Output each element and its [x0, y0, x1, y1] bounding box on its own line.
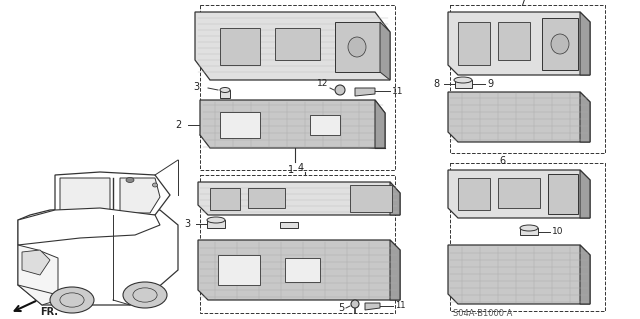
Polygon shape — [198, 240, 400, 300]
Text: S04A-B1000 A: S04A-B1000 A — [453, 308, 513, 317]
Polygon shape — [458, 22, 490, 65]
Polygon shape — [380, 22, 390, 80]
Bar — [450, 5, 605, 153]
Ellipse shape — [454, 77, 472, 83]
Polygon shape — [542, 18, 578, 70]
Ellipse shape — [520, 225, 538, 231]
Text: 7: 7 — [519, 0, 525, 8]
Polygon shape — [220, 90, 230, 98]
Ellipse shape — [50, 287, 94, 313]
Text: 4: 4 — [298, 163, 304, 173]
Text: 3: 3 — [193, 82, 199, 92]
Text: 8: 8 — [434, 79, 440, 89]
Ellipse shape — [207, 217, 225, 223]
Text: 5: 5 — [338, 303, 344, 313]
Polygon shape — [280, 222, 298, 228]
Polygon shape — [448, 92, 590, 142]
Text: 6: 6 — [499, 156, 505, 166]
Text: 3: 3 — [184, 219, 190, 229]
Polygon shape — [335, 22, 380, 72]
Ellipse shape — [152, 183, 157, 187]
Polygon shape — [60, 178, 110, 218]
Polygon shape — [458, 178, 490, 210]
Polygon shape — [285, 258, 320, 282]
Polygon shape — [580, 245, 590, 304]
Text: 12: 12 — [317, 79, 328, 88]
Polygon shape — [220, 28, 260, 65]
Polygon shape — [22, 250, 50, 275]
Polygon shape — [498, 178, 540, 208]
Ellipse shape — [348, 37, 366, 57]
Polygon shape — [498, 22, 530, 60]
Text: 10: 10 — [552, 227, 563, 236]
Polygon shape — [548, 174, 578, 214]
Polygon shape — [210, 188, 240, 210]
Polygon shape — [248, 188, 285, 208]
Bar — [200, 5, 395, 170]
Text: 11: 11 — [392, 86, 403, 95]
Ellipse shape — [335, 85, 345, 95]
Polygon shape — [455, 80, 472, 88]
Polygon shape — [580, 170, 590, 218]
Polygon shape — [390, 240, 400, 300]
Polygon shape — [18, 245, 58, 305]
Text: 9: 9 — [487, 79, 493, 89]
Polygon shape — [390, 182, 400, 215]
Polygon shape — [18, 208, 178, 305]
Bar — [200, 175, 395, 313]
Polygon shape — [18, 208, 160, 245]
Text: 1: 1 — [288, 165, 294, 175]
Polygon shape — [365, 303, 380, 310]
Polygon shape — [448, 12, 590, 75]
Polygon shape — [580, 12, 590, 75]
Ellipse shape — [126, 177, 134, 182]
Polygon shape — [200, 100, 385, 148]
Polygon shape — [275, 28, 320, 60]
Polygon shape — [195, 12, 390, 80]
Polygon shape — [375, 100, 385, 148]
Polygon shape — [580, 92, 590, 142]
Polygon shape — [355, 88, 375, 96]
Polygon shape — [207, 220, 225, 228]
Bar — [450, 163, 605, 311]
Polygon shape — [448, 170, 590, 218]
Polygon shape — [448, 245, 590, 304]
Ellipse shape — [351, 300, 359, 308]
Ellipse shape — [123, 282, 167, 308]
Polygon shape — [120, 178, 160, 213]
Text: FR.: FR. — [40, 307, 58, 317]
Polygon shape — [220, 112, 260, 138]
Ellipse shape — [220, 87, 230, 93]
Text: 2: 2 — [176, 120, 182, 130]
Text: 11: 11 — [395, 301, 406, 310]
Polygon shape — [310, 115, 340, 135]
Ellipse shape — [551, 34, 569, 54]
Polygon shape — [350, 185, 392, 212]
Polygon shape — [218, 255, 260, 285]
Polygon shape — [198, 182, 400, 215]
Polygon shape — [55, 172, 170, 220]
Polygon shape — [520, 228, 538, 235]
